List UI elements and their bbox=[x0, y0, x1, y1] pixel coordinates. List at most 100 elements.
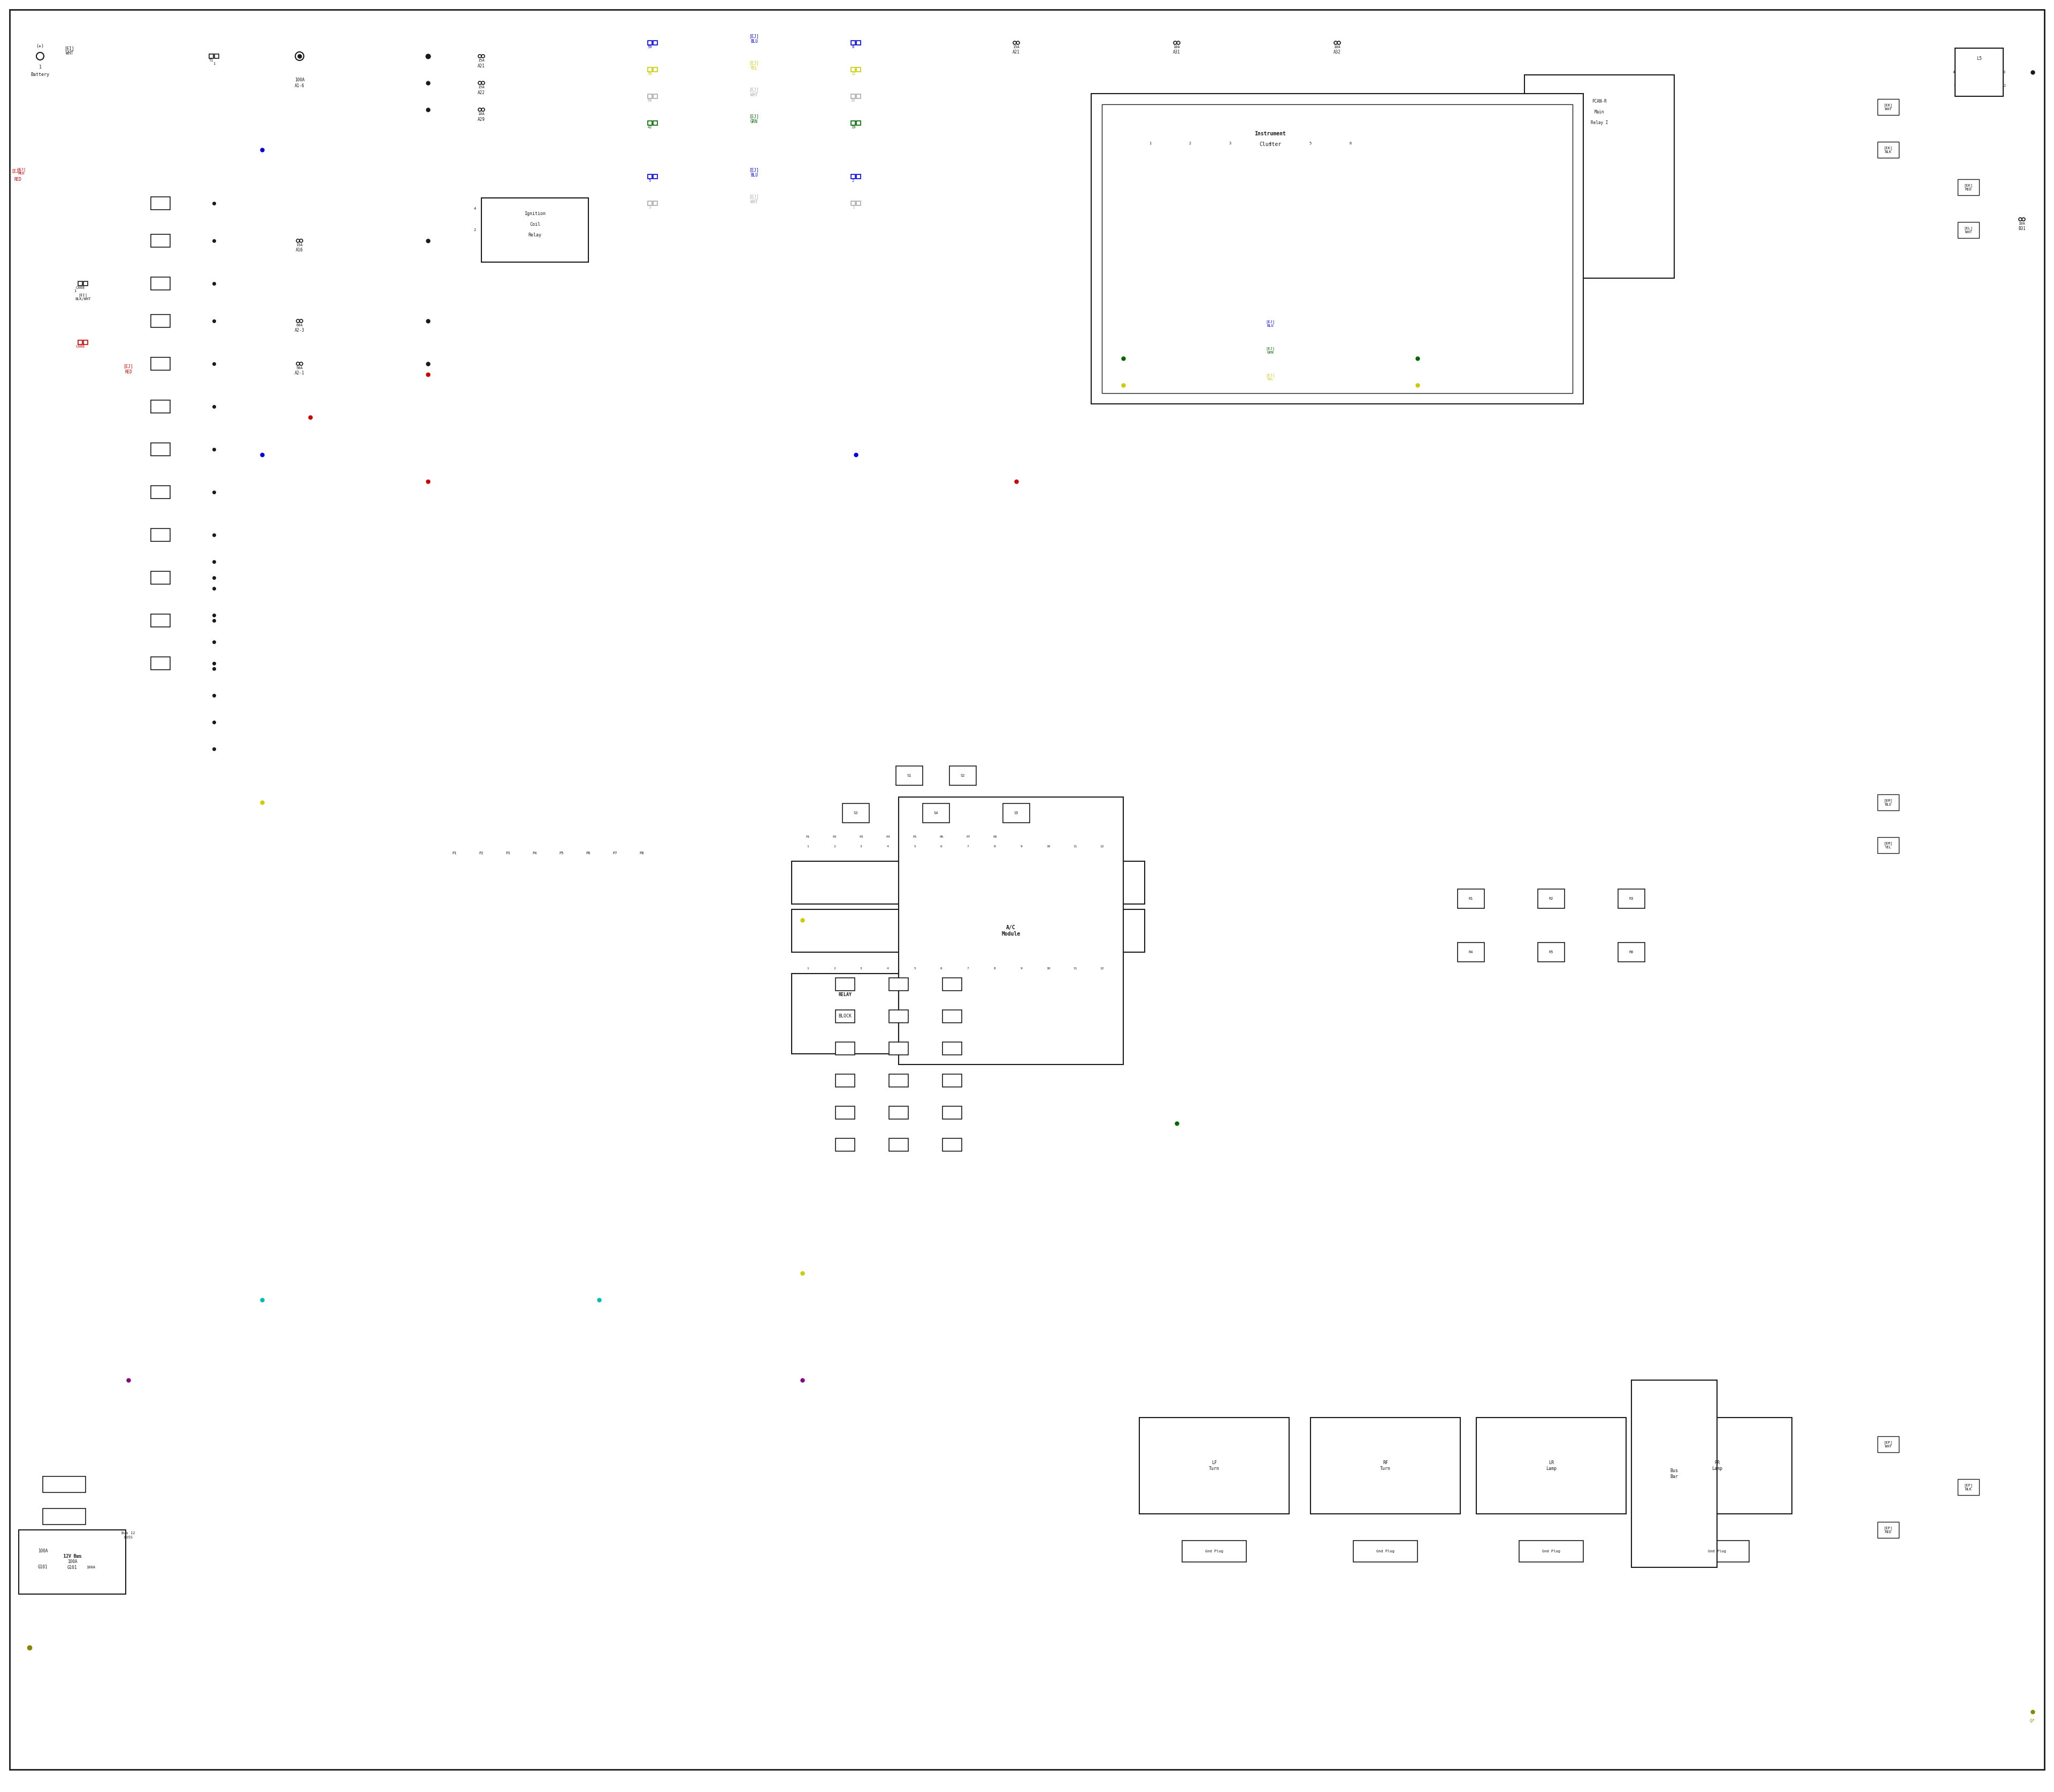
Bar bbox=[1101, 104, 1573, 392]
Bar bbox=[850, 201, 854, 206]
Text: 11: 11 bbox=[1072, 968, 1076, 969]
Text: 12: 12 bbox=[850, 72, 854, 75]
Text: Cluster: Cluster bbox=[1259, 142, 1282, 147]
Text: [EJ]: [EJ] bbox=[750, 88, 760, 91]
Text: 2: 2 bbox=[474, 228, 477, 231]
Text: [EP]
BLK: [EP] BLK bbox=[1964, 1484, 1974, 1491]
Text: RR
Lamp: RR Lamp bbox=[1711, 1460, 1723, 1471]
Circle shape bbox=[1337, 41, 1341, 45]
Bar bbox=[1877, 1521, 1898, 1538]
Text: Gnd Plug: Gnd Plug bbox=[1543, 1550, 1561, 1554]
Bar bbox=[836, 1041, 854, 1055]
Text: [EK]
BLK: [EK] BLK bbox=[1884, 147, 1892, 154]
Text: [EJ]: [EJ] bbox=[750, 115, 760, 118]
Bar bbox=[842, 803, 869, 823]
Text: 3: 3 bbox=[1228, 142, 1232, 145]
Text: [EL]
WHT: [EL] WHT bbox=[1964, 226, 1974, 233]
Bar bbox=[78, 340, 82, 344]
Text: 50A: 50A bbox=[296, 366, 302, 369]
Bar bbox=[1877, 1435, 1898, 1452]
Text: 1: 1 bbox=[1953, 84, 1955, 88]
Text: 10: 10 bbox=[1045, 968, 1050, 969]
Text: R4: R4 bbox=[1469, 950, 1473, 953]
Text: LF
Turn: LF Turn bbox=[1210, 1460, 1220, 1471]
Text: 100A: 100A bbox=[86, 1566, 94, 1570]
Text: 2: 2 bbox=[1189, 142, 1191, 145]
Text: B31: B31 bbox=[2019, 226, 2025, 231]
Text: P5: P5 bbox=[559, 851, 565, 855]
Bar bbox=[647, 120, 651, 125]
Text: 2: 2 bbox=[2003, 84, 2005, 88]
Text: P3: P3 bbox=[505, 851, 511, 855]
Circle shape bbox=[298, 54, 302, 57]
Text: 4: 4 bbox=[1953, 70, 1955, 73]
Bar bbox=[943, 1073, 961, 1088]
Bar bbox=[850, 174, 854, 179]
Text: A21: A21 bbox=[1013, 50, 1021, 56]
Bar bbox=[84, 281, 88, 285]
Text: S2: S2 bbox=[961, 774, 965, 778]
Text: A31: A31 bbox=[1173, 50, 1181, 56]
Text: RF
Turn: RF Turn bbox=[1380, 1460, 1391, 1471]
Text: P5: P5 bbox=[912, 835, 916, 839]
Text: WHT: WHT bbox=[750, 91, 758, 97]
Bar bbox=[1124, 102, 1417, 305]
Bar bbox=[889, 1106, 908, 1118]
Bar bbox=[1641, 1417, 1791, 1514]
Text: [EJ]: [EJ] bbox=[123, 364, 134, 369]
Bar bbox=[1091, 93, 1584, 403]
Bar bbox=[857, 120, 861, 125]
Text: Instrument: Instrument bbox=[1255, 131, 1286, 136]
Text: 1: 1 bbox=[214, 63, 216, 65]
Text: P2: P2 bbox=[479, 851, 483, 855]
Text: RED: RED bbox=[14, 177, 21, 181]
Bar bbox=[1183, 1541, 1247, 1563]
Bar bbox=[922, 803, 949, 823]
Bar bbox=[78, 281, 82, 285]
Text: 15A: 15A bbox=[479, 86, 485, 90]
Bar bbox=[889, 1138, 908, 1150]
Bar bbox=[1957, 1478, 1980, 1495]
Text: S3: S3 bbox=[854, 812, 859, 815]
Text: [EI]: [EI] bbox=[64, 47, 74, 52]
Bar bbox=[150, 529, 170, 541]
Text: Bus
Bar: Bus Bar bbox=[1670, 1468, 1678, 1478]
Text: LR
Lamp: LR Lamp bbox=[1547, 1460, 1557, 1471]
Bar bbox=[150, 615, 170, 627]
Text: R6: R6 bbox=[1629, 950, 1633, 953]
Text: 6: 6 bbox=[1349, 142, 1352, 145]
Text: L5: L5 bbox=[1976, 56, 1982, 61]
Text: Bus 12
BUSS: Bus 12 BUSS bbox=[121, 1532, 136, 1539]
Bar bbox=[943, 1138, 961, 1150]
Text: P2: P2 bbox=[832, 835, 836, 839]
Bar bbox=[1619, 889, 1645, 909]
Text: BLU: BLU bbox=[750, 172, 758, 177]
Bar bbox=[949, 765, 976, 785]
Bar bbox=[1684, 1541, 1750, 1563]
Text: A16: A16 bbox=[296, 247, 304, 253]
Bar bbox=[210, 54, 214, 59]
Text: Relay: Relay bbox=[528, 233, 542, 238]
Bar bbox=[943, 1106, 961, 1118]
Text: A21: A21 bbox=[479, 63, 485, 68]
Text: G101: G101 bbox=[37, 1564, 47, 1570]
Circle shape bbox=[479, 54, 481, 57]
Text: (+): (+) bbox=[37, 45, 43, 48]
Text: 15A: 15A bbox=[479, 59, 485, 63]
Circle shape bbox=[481, 108, 485, 111]
Text: 8: 8 bbox=[852, 45, 854, 48]
Text: 59: 59 bbox=[647, 72, 653, 75]
Text: 2: 2 bbox=[852, 179, 854, 183]
Text: Gnd Plug: Gnd Plug bbox=[1709, 1550, 1725, 1554]
Bar bbox=[896, 765, 922, 785]
Circle shape bbox=[479, 81, 481, 84]
Text: P4: P4 bbox=[885, 835, 889, 839]
Circle shape bbox=[481, 54, 485, 57]
Bar bbox=[84, 340, 88, 344]
Bar bbox=[1957, 222, 1980, 238]
Text: 15A: 15A bbox=[1013, 45, 1019, 48]
Text: A2-3: A2-3 bbox=[294, 328, 304, 333]
Bar bbox=[150, 197, 170, 210]
Circle shape bbox=[1173, 41, 1177, 45]
Bar bbox=[900, 797, 1124, 1064]
